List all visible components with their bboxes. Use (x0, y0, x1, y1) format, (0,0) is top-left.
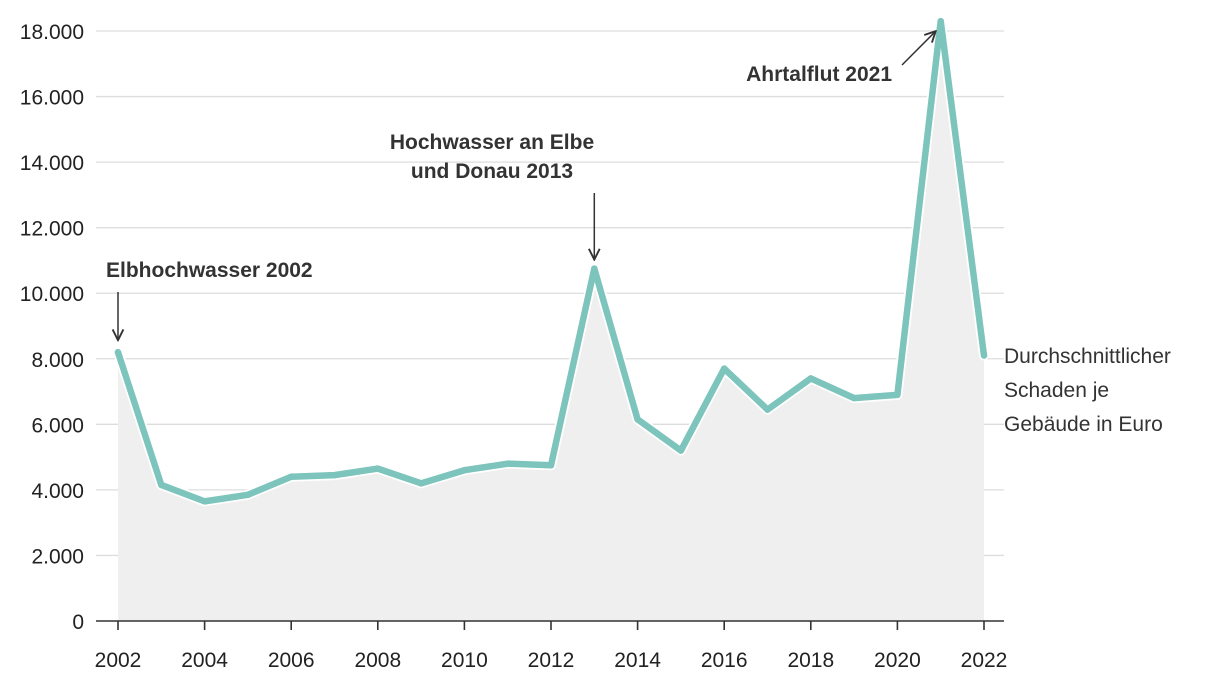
annotation-arrow (901, 31, 936, 66)
series-line-layer (113, 16, 989, 507)
data-point (461, 467, 468, 474)
annotation-label: und Donau 2013 (411, 160, 573, 183)
annotation-label: Elbhochwasser 2002 (106, 259, 313, 282)
y-tick-label: 4.000 (31, 480, 84, 503)
data-point (677, 447, 685, 454)
data-point (417, 480, 425, 487)
x-tick-label: 2004 (181, 649, 228, 672)
data-point (201, 498, 208, 505)
data-point (807, 375, 814, 382)
data-point (634, 416, 641, 423)
area-fill (118, 21, 984, 621)
series-label: Schaden je (1004, 379, 1109, 402)
data-point (547, 462, 555, 469)
series-label: Gebäude in Euro (1004, 413, 1163, 436)
y-tick-label: 18.000 (20, 21, 84, 44)
y-tick-label: 12.000 (20, 218, 84, 241)
x-tick-label: 2018 (787, 649, 834, 672)
x-tick-label: 2006 (268, 649, 315, 672)
y-tick-label: 2.000 (31, 545, 84, 568)
annotations: Elbhochwasser 2002 Hochwasser an Elbe und … (106, 31, 936, 340)
x-tick-label: 2016 (701, 649, 748, 672)
axes: 0 2.000 4.000 6.000 8.000 10.000 12.000 14.000 1… (20, 21, 1008, 672)
x-tick-label: 2002 (95, 649, 142, 672)
y-tick-label: 10.000 (20, 283, 84, 306)
annotation-label: Ahrtalflut 2021 (746, 63, 892, 86)
data-point (244, 491, 252, 499)
data-point (850, 394, 858, 402)
data-point (114, 349, 122, 356)
area-fill-layer (118, 21, 984, 621)
y-tick-label: 6.000 (31, 414, 84, 437)
data-point (504, 460, 511, 467)
x-tick-label: 2014 (614, 649, 661, 672)
data-point (158, 481, 165, 489)
annotation-label: Hochwasser an Elbe (390, 131, 594, 154)
data-point (288, 473, 295, 480)
series-label-group: Durchschnittlicher Schaden je Gebäude in E… (1004, 345, 1171, 436)
data-point (721, 365, 728, 372)
y-tick-label: 8.000 (31, 349, 84, 372)
x-tick-label: 2010 (441, 649, 488, 672)
y-tick-label: 0 (72, 611, 84, 634)
y-tick-label: 14.000 (20, 152, 84, 175)
x-tick-label: 2022 (961, 649, 1008, 672)
data-point (764, 406, 771, 413)
data-point (980, 352, 988, 359)
series-label: Durchschnittlicher (1004, 345, 1171, 368)
y-tick-label: 16.000 (20, 87, 84, 110)
x-tick-label: 2020 (874, 649, 921, 672)
data-point (591, 265, 598, 272)
x-tick-label: 2008 (354, 649, 401, 672)
data-point (374, 465, 381, 472)
data-point (894, 391, 901, 399)
x-tick-label: 2012 (528, 649, 575, 672)
data-point (937, 17, 944, 25)
data-point (331, 471, 338, 479)
